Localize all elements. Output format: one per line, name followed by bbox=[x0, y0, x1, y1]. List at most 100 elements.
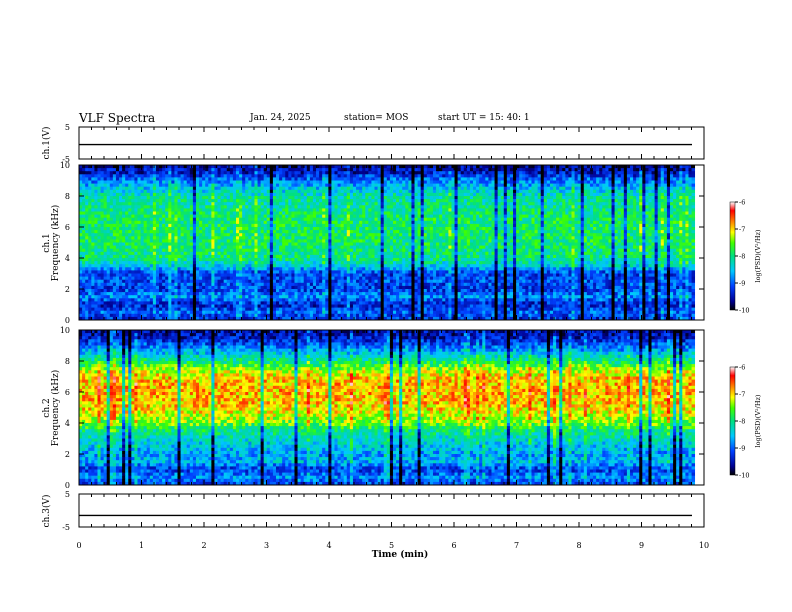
spectrogram-cell bbox=[482, 224, 485, 228]
spectrogram-cell bbox=[168, 171, 171, 175]
spectrogram-cell bbox=[365, 215, 368, 219]
spectrogram-cell bbox=[288, 196, 291, 200]
spectrogram-cell bbox=[612, 205, 615, 209]
spectrogram-cell bbox=[467, 236, 470, 240]
spectrogram-cell bbox=[307, 174, 310, 178]
spectrogram-cell bbox=[310, 196, 313, 200]
spectrogram-cell bbox=[273, 190, 276, 194]
spectrogram-cell bbox=[670, 218, 673, 222]
spectrogram-cell bbox=[572, 239, 575, 243]
spectrogram-cell bbox=[322, 168, 325, 172]
spectrogram-cell bbox=[442, 205, 445, 209]
spectrogram-cell bbox=[670, 190, 673, 194]
spectrogram-cell bbox=[553, 218, 556, 222]
spectrogram-cell bbox=[128, 174, 131, 178]
spectrogram-cell bbox=[516, 224, 519, 228]
spectrogram-cell bbox=[648, 212, 651, 216]
spectrogram-cell bbox=[301, 221, 304, 225]
spectrogram-cell bbox=[442, 199, 445, 203]
spectrogram-cell bbox=[445, 233, 448, 237]
spectrogram-cell bbox=[642, 177, 645, 181]
spectrogram-cell bbox=[411, 233, 414, 237]
spectrogram-cell bbox=[676, 168, 679, 172]
spectrogram-cell bbox=[205, 221, 208, 225]
spectrogram-cell bbox=[565, 187, 568, 191]
spectrogram-cell bbox=[451, 233, 454, 237]
spectrogram-cell bbox=[485, 181, 488, 185]
spectrogram-cell bbox=[642, 184, 645, 188]
spectrogram-cell bbox=[261, 236, 264, 240]
spectrogram-cell bbox=[338, 187, 341, 191]
spectrogram-cell bbox=[242, 177, 245, 181]
spectrogram-cell bbox=[258, 218, 261, 222]
spectrogram-cell bbox=[427, 202, 430, 206]
spectrogram-cell bbox=[353, 187, 356, 191]
spectrogram-cell bbox=[156, 236, 159, 240]
spectrogram-cell bbox=[630, 233, 633, 237]
spectrogram-cell bbox=[424, 233, 427, 237]
spectrogram-cell bbox=[667, 205, 670, 209]
spectrogram-cell bbox=[538, 202, 541, 206]
spectrogram-cell bbox=[365, 205, 368, 209]
spectrogram-cell bbox=[550, 190, 553, 194]
spectrogram-cell bbox=[350, 205, 353, 209]
spectrogram-cell bbox=[476, 205, 479, 209]
spectrogram-cell bbox=[233, 224, 236, 228]
spectrogram-cell bbox=[482, 199, 485, 203]
spectrogram-cell bbox=[624, 187, 627, 191]
spectrogram-cell bbox=[134, 236, 137, 240]
spectrogram-cell bbox=[344, 174, 347, 178]
spectrogram-cell bbox=[433, 236, 436, 240]
spectrogram-cell bbox=[491, 168, 494, 172]
spectrogram-cell bbox=[150, 165, 153, 169]
spectrogram-cell bbox=[544, 227, 547, 231]
spectrogram-cell bbox=[685, 224, 688, 228]
spectrogram-cell bbox=[402, 208, 405, 212]
spectrogram-cell bbox=[88, 202, 91, 206]
spectrogram-cell bbox=[522, 221, 525, 225]
spectrogram-cell bbox=[562, 181, 565, 185]
spectrogram-cell bbox=[141, 196, 144, 200]
spectrogram-cell bbox=[405, 208, 408, 212]
spectrogram-cell bbox=[344, 181, 347, 185]
spectrogram-cell bbox=[498, 212, 501, 216]
spectrogram-cell bbox=[233, 236, 236, 240]
spectrogram-cell bbox=[270, 171, 273, 175]
spectrogram-cell bbox=[353, 199, 356, 203]
spectrogram-cell bbox=[285, 168, 288, 172]
spectrogram-cell bbox=[328, 215, 331, 219]
spectrogram-cell bbox=[230, 224, 233, 228]
spectrogram-cell bbox=[658, 177, 661, 181]
spectrogram-cell bbox=[679, 187, 682, 191]
spectrogram-cell bbox=[630, 181, 633, 185]
spectrogram-cell bbox=[248, 199, 251, 203]
spectrogram-cell bbox=[322, 193, 325, 197]
spectrogram-cell bbox=[116, 236, 119, 240]
spectrogram-cell bbox=[214, 193, 217, 197]
spectrogram-cell bbox=[276, 233, 279, 237]
spectrogram-cell bbox=[501, 196, 504, 200]
spectrogram-cell bbox=[510, 199, 513, 203]
spectrogram-cell bbox=[236, 202, 239, 206]
spectrogram-cell bbox=[495, 208, 498, 212]
spectrogram-cell bbox=[531, 193, 534, 197]
spectrogram-cell bbox=[495, 196, 498, 200]
spectrogram-cell bbox=[436, 202, 439, 206]
spectrogram-cell bbox=[181, 208, 184, 212]
spectrogram-cell bbox=[165, 193, 168, 197]
spectrogram-cell bbox=[599, 208, 602, 212]
spectrogram-cell bbox=[291, 174, 294, 178]
spectrogram-cell bbox=[516, 187, 519, 191]
spectrogram-cell bbox=[495, 218, 498, 222]
spectrogram-cell bbox=[547, 168, 550, 172]
spectrogram-cell bbox=[568, 165, 571, 169]
spectrogram-cell bbox=[196, 187, 199, 191]
spectrogram-cell bbox=[294, 168, 297, 172]
spectrogram-cell bbox=[119, 165, 122, 169]
spectrogram-cell bbox=[673, 181, 676, 185]
spectrogram-cell bbox=[602, 205, 605, 209]
spectrogram-cell bbox=[91, 171, 94, 175]
spectrogram-cell bbox=[550, 215, 553, 219]
spectrogram-cell bbox=[581, 233, 584, 237]
spectrogram-cell bbox=[236, 174, 239, 178]
